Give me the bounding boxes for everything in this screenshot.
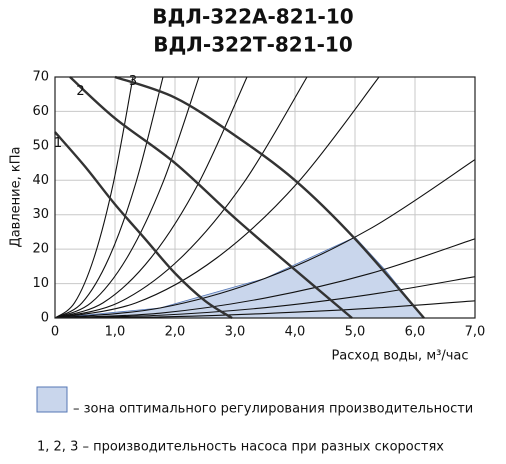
system-curve [55, 77, 248, 318]
chart-title: ВДЛ-322А-821-10 [152, 5, 353, 29]
x-tick-label: 2,0 [165, 325, 186, 340]
legend-curves: 1, 2, 3 – производительность насоса при … [37, 440, 444, 455]
system-curve [55, 77, 380, 318]
system-curve [55, 77, 200, 318]
x-tick-label: 4,0 [285, 325, 306, 340]
curve-label: 3 [129, 74, 137, 89]
x-tick-label: 6,0 [405, 325, 426, 340]
system-curve [55, 276, 475, 318]
x-tick-label: 7,0 [465, 325, 486, 340]
y-tick-label: 10 [32, 276, 49, 291]
legend-swatch [36, 386, 68, 413]
y-tick-label: 0 [41, 311, 49, 326]
y-tick-label: 60 [32, 104, 49, 119]
system-curve [55, 77, 134, 318]
legend-zone: – зона оптимального регулирования произв… [73, 402, 473, 417]
system-curve [55, 238, 475, 318]
y-tick-label: 30 [32, 207, 49, 222]
system-curve [55, 77, 308, 318]
pump-curve [69, 76, 353, 319]
pump-curve [114, 75, 425, 319]
x-axis-label: Расход воды, м³/час [331, 349, 468, 364]
system-curve [55, 159, 475, 318]
curve-label: 2 [76, 84, 84, 99]
x-tick-label: 3,0 [225, 325, 246, 340]
system-curve [55, 77, 164, 318]
x-tick-label: 5,0 [345, 325, 366, 340]
y-tick-label: 50 [32, 138, 49, 153]
x-tick-label: 0 [51, 325, 59, 340]
chart-subtitle: ВДЛ-322Т-821-10 [153, 33, 353, 57]
y-axis-label: Давление, кПа [9, 147, 24, 248]
pump-curve [54, 131, 233, 320]
y-tick-label: 20 [32, 242, 49, 257]
y-tick-label: 70 [32, 70, 49, 85]
plot-frame [54, 76, 476, 319]
y-tick-label: 40 [32, 173, 49, 188]
x-tick-label: 1,0 [105, 325, 126, 340]
curve-label: 1 [54, 136, 62, 151]
